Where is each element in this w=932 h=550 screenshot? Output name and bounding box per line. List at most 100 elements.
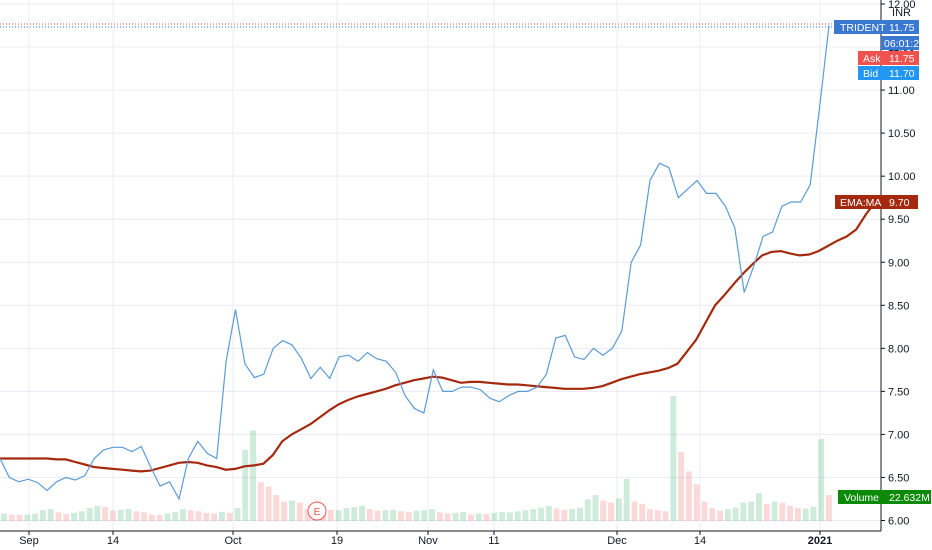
time-tick-label: Nov bbox=[418, 535, 438, 547]
bid-tag-label: Bid bbox=[863, 68, 878, 80]
volume-bar bbox=[125, 509, 132, 521]
price-line bbox=[0, 25, 830, 501]
volume-bar bbox=[452, 512, 459, 521]
volume-bar bbox=[460, 511, 467, 521]
earnings-marker[interactable]: E bbox=[307, 501, 327, 521]
price-tick-label: 6.00 bbox=[888, 516, 909, 528]
volume-bar bbox=[351, 507, 358, 521]
volume-bar bbox=[359, 505, 365, 521]
volume-bar bbox=[678, 452, 685, 521]
volume-bar bbox=[211, 513, 218, 521]
volume-tag-label: Volume bbox=[844, 492, 879, 504]
volume-bar bbox=[141, 512, 147, 521]
time-tick-label: 2021 bbox=[808, 535, 832, 547]
ema-tag-label: EMA:MA bbox=[840, 197, 881, 209]
volume-bar bbox=[94, 505, 101, 521]
ema-tag-bg bbox=[835, 194, 918, 209]
volume-bar bbox=[810, 507, 817, 521]
volume-bar bbox=[802, 508, 809, 521]
time-axis: Sep 14 Oct 19 Nov 11 Dec 14 2021 bbox=[19, 531, 832, 547]
volume-bar bbox=[468, 514, 474, 521]
bid-tag-bg bbox=[858, 66, 919, 80]
price-tick-label: 6.50 bbox=[888, 472, 909, 484]
volume-bar bbox=[327, 509, 334, 521]
last-price-tag-label: TRIDENT bbox=[840, 22, 886, 34]
volume-bar bbox=[600, 500, 607, 521]
volume-bar bbox=[779, 502, 786, 521]
volume-bar bbox=[273, 495, 280, 521]
volume-bar bbox=[709, 508, 716, 521]
price-tick-label: 8.00 bbox=[888, 343, 909, 355]
volume-bar bbox=[226, 512, 233, 521]
volume-bar bbox=[685, 471, 692, 521]
volume-bar bbox=[631, 501, 638, 521]
volume-bar bbox=[732, 507, 739, 521]
volume-bar bbox=[40, 510, 46, 521]
volume-bar bbox=[63, 514, 70, 521]
price-tick-label: 9.00 bbox=[888, 257, 909, 269]
volume-bar bbox=[522, 510, 529, 521]
chart-grid bbox=[0, 0, 881, 531]
countdown-tag-bg bbox=[881, 36, 919, 50]
volume-tag-bg bbox=[838, 490, 931, 504]
ema-tag-value: 9.70 bbox=[889, 197, 910, 209]
volume-bar bbox=[444, 513, 451, 521]
volume-bar bbox=[110, 510, 116, 521]
currency-label: INR bbox=[892, 7, 911, 19]
volume-bar bbox=[413, 510, 420, 521]
volume-bars bbox=[1, 396, 832, 521]
volume-bar bbox=[1, 513, 7, 521]
volume-bar bbox=[8, 514, 15, 521]
volume-bar bbox=[24, 514, 31, 521]
price-tick-label: 10.00 bbox=[888, 171, 916, 183]
volume-bar bbox=[584, 499, 591, 521]
volume-bar bbox=[180, 509, 186, 521]
volume-bar bbox=[608, 502, 614, 521]
volume-bar bbox=[794, 508, 801, 521]
price-tick-label: 8.50 bbox=[888, 300, 909, 312]
volume-bar bbox=[390, 509, 397, 521]
volume-bar bbox=[647, 509, 653, 521]
volume-bar bbox=[826, 495, 832, 521]
price-tick-label: 12.00 bbox=[888, 0, 916, 11]
volume-bar bbox=[748, 501, 755, 521]
volume-bar bbox=[335, 510, 342, 521]
volume-bar bbox=[530, 509, 537, 521]
earnings-marker-circle bbox=[307, 501, 327, 521]
volume-bar bbox=[654, 510, 661, 521]
price-tick-label: 10.50 bbox=[888, 128, 916, 140]
volume-bar bbox=[740, 502, 747, 521]
volume-bar bbox=[693, 484, 700, 521]
volume-bar bbox=[506, 512, 513, 521]
volume-bar bbox=[195, 511, 202, 521]
price-tick-label: 9.50 bbox=[888, 214, 909, 226]
volume-bar bbox=[491, 512, 498, 521]
volume-bar bbox=[499, 511, 506, 521]
volume-bar bbox=[514, 511, 521, 521]
volume-bar bbox=[398, 511, 404, 521]
volume-bar bbox=[281, 501, 288, 521]
volume-bar bbox=[71, 512, 77, 521]
volume-bar bbox=[724, 509, 731, 521]
volume-bar bbox=[787, 505, 793, 521]
volume-bar bbox=[304, 509, 311, 521]
volume-bar bbox=[592, 495, 599, 521]
volume-tag-value: 22.632M bbox=[889, 492, 930, 504]
time-tick-label: 19 bbox=[331, 535, 343, 547]
volume-bar bbox=[366, 509, 373, 521]
volume-bar bbox=[156, 515, 163, 521]
volume-bar bbox=[16, 515, 23, 521]
volume-bar bbox=[343, 508, 350, 521]
price-tick-label: 7.00 bbox=[888, 429, 909, 441]
volume-bar bbox=[289, 500, 295, 521]
volume-bar bbox=[148, 514, 155, 521]
volume-bar bbox=[117, 509, 124, 521]
time-tick-label: 14 bbox=[694, 535, 706, 547]
volume-bar bbox=[250, 430, 256, 521]
ema-line bbox=[0, 201, 876, 473]
volume-bar bbox=[553, 508, 560, 521]
volume-bar bbox=[475, 513, 482, 521]
volume-bar bbox=[47, 509, 54, 521]
